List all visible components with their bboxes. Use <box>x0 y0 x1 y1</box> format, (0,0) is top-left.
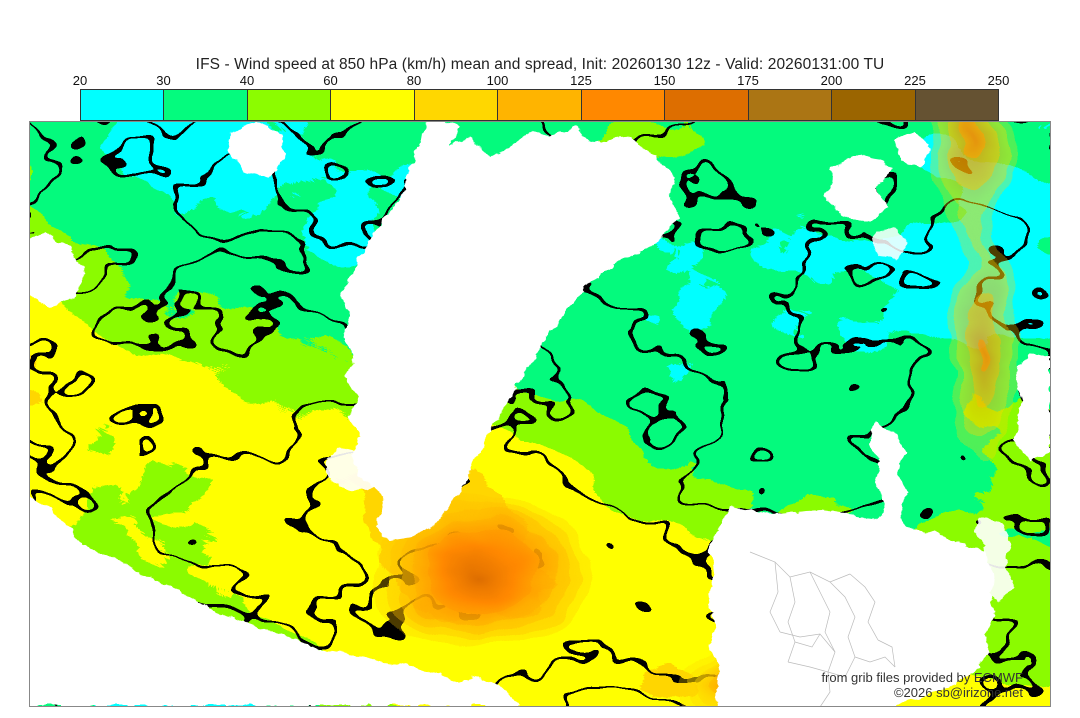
svg-text:©2026 sb@irizone.net: ©2026 sb@irizone.net <box>894 685 1023 700</box>
svg-text:from grib files provided by EC: from grib files provided by ECMWF <box>821 670 1023 685</box>
